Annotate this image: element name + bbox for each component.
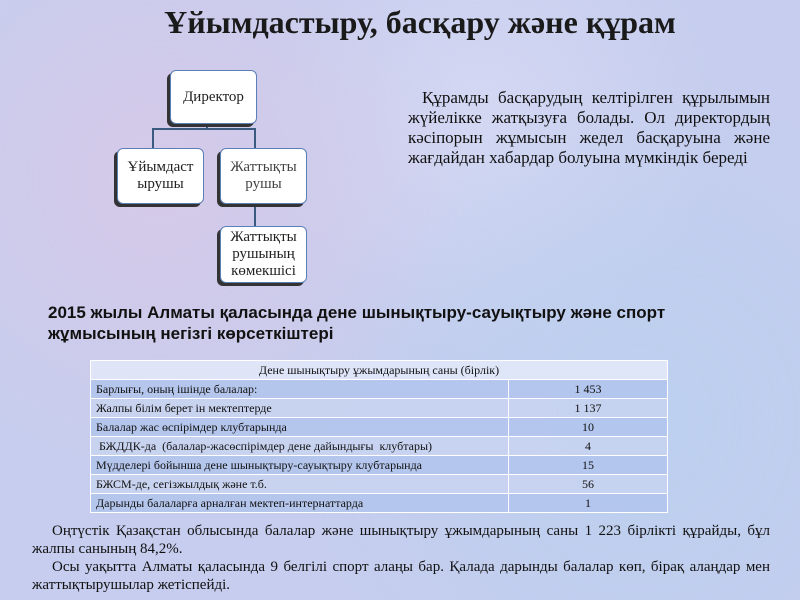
table-row: Балалар жас өспірімдер клубтарында 10 <box>90 417 668 437</box>
row-label: БЖДДК-да (балалар-жасөспірімдер дене дай… <box>90 436 509 456</box>
paragraph: Осы уақытта Алматы қаласында 9 белгілі с… <box>32 559 770 593</box>
section-heading: 2015 жылы Алматы қаласында дене шынықтыр… <box>48 303 666 343</box>
org-box-organizer: Ұйымдаст ырушы <box>117 148 204 204</box>
row-value: 10 <box>508 417 668 437</box>
row-value: 4 <box>508 436 668 456</box>
slide-title: Ұйымдастыру, басқару және құрам <box>164 4 676 40</box>
row-value: 1 <box>508 493 668 513</box>
stats-table: Дене шынықтыру ұжымдарының саны (бірлік)… <box>90 360 668 513</box>
connector <box>254 128 256 148</box>
row-label: Балалар жас өспірімдер клубтарында <box>90 417 509 437</box>
row-value: 1 453 <box>508 379 668 399</box>
table-row: Дарынды балаларға арналған мектеп-интерн… <box>90 493 668 513</box>
connector <box>206 122 208 129</box>
row-label: Мүдделері бойынша дене шынықтыру-сауықты… <box>90 455 509 475</box>
table-header: Дене шынықтыру ұжымдарының саны (бірлік) <box>90 360 668 380</box>
org-box-assistant: Жаттықты рушының көмекшісі <box>220 226 307 283</box>
row-label: БЖСМ-де, сегізжылдық және т.б. <box>90 474 509 494</box>
table-row: Мүдделері бойынша дене шынықтыру-сауықты… <box>90 455 668 475</box>
table-row: Барлығы, оның ішінде балалар: 1 453 <box>90 379 668 399</box>
paragraph: Оңтүстік Қазақстан облысында балалар жән… <box>32 523 770 557</box>
connector <box>152 128 256 130</box>
connector <box>254 202 256 226</box>
org-box-director: Директор <box>170 70 257 124</box>
table-row: БЖДДК-да (балалар-жасөспірімдер дене дай… <box>90 436 668 456</box>
row-label: Дарынды балаларға арналған мектеп-интерн… <box>90 493 509 513</box>
row-value: 1 137 <box>508 398 668 418</box>
row-label: Жалпы білім берет ін мектептерде <box>90 398 509 418</box>
connector <box>152 128 154 148</box>
row-label: Барлығы, оның ішінде балалар: <box>90 379 509 399</box>
org-box-trainer: Жаттықты рушы <box>220 148 307 204</box>
row-value: 56 <box>508 474 668 494</box>
table-row: БЖСМ-де, сегізжылдық және т.б. 56 <box>90 474 668 494</box>
structure-description: Құрамды басқарудың келтірілген құрылымын… <box>408 88 770 167</box>
summary-text: Оңтүстік Қазақстан облысында балалар жән… <box>32 522 770 594</box>
row-value: 15 <box>508 455 668 475</box>
table-row: Жалпы білім берет ін мектептерде 1 137 <box>90 398 668 418</box>
